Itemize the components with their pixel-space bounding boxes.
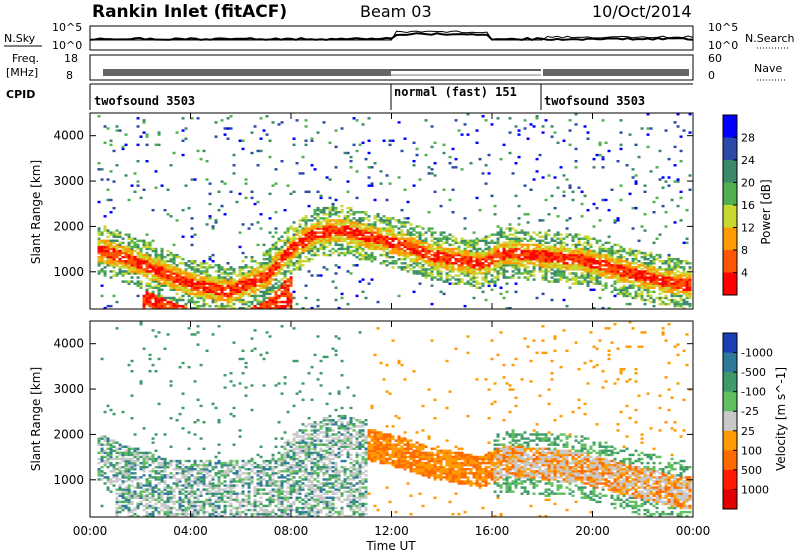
power-ylabel: Slant Range [km] bbox=[29, 160, 43, 264]
x-tick-label: 20:00 bbox=[575, 524, 610, 538]
y-tick-label: 1000 bbox=[53, 473, 84, 487]
colorbar-tick-label: -500 bbox=[741, 366, 766, 379]
freq-unit: [MHz] bbox=[6, 66, 38, 79]
colorbar-segment bbox=[723, 205, 737, 228]
nsearch-label: N.Search bbox=[745, 32, 795, 45]
nsearch-trace bbox=[90, 30, 694, 41]
x-tick-label: 08:00 bbox=[274, 524, 309, 538]
y-tick-label: 2000 bbox=[53, 427, 84, 441]
freq-panel: Freq. [MHz] 18 8 Nave 60 0 bbox=[6, 52, 785, 82]
colorbar-segment bbox=[723, 430, 737, 451]
colorbar-tick-label: 4 bbox=[741, 267, 748, 280]
colorbar-segment bbox=[723, 411, 737, 432]
cpid-panel: CPID twofsound 3503 normal (fast) 151 tw… bbox=[6, 83, 693, 110]
colorbar-segment bbox=[723, 137, 737, 161]
nsky-tick-high: 10^5 bbox=[52, 21, 82, 34]
y-tick-label: 4000 bbox=[53, 129, 84, 143]
cpid-mode-1: twofsound 3503 bbox=[94, 94, 195, 108]
power-y-ticks: 1000 2000 3000 4000 bbox=[53, 129, 693, 279]
colorbar-tick-label: 25 bbox=[741, 425, 755, 438]
colorbar-segment bbox=[723, 372, 737, 393]
colorbar-tick-label: -25 bbox=[741, 405, 759, 418]
colorbar-segment bbox=[723, 272, 737, 296]
colorbar-segment bbox=[723, 182, 737, 206]
colorbar-tick-label: -100 bbox=[741, 386, 766, 399]
nsky-tick-low: 10^0 bbox=[52, 39, 82, 52]
freq-tick-high: 18 bbox=[64, 52, 78, 65]
cpid-label: CPID bbox=[6, 88, 35, 101]
colorbar-tick-label: 100 bbox=[741, 444, 762, 457]
y-tick-label: 4000 bbox=[53, 337, 84, 351]
colorbar-tick-label: -1000 bbox=[741, 347, 773, 360]
colorbar-segment bbox=[723, 450, 737, 471]
cpid-mode-2: normal (fast) 151 bbox=[394, 85, 517, 99]
nave-tick-low: 0 bbox=[708, 69, 715, 82]
colorbar-tick-label: 20 bbox=[741, 177, 755, 190]
colorbar-segment bbox=[723, 115, 737, 138]
colorbar-tick-label: 1000 bbox=[741, 483, 769, 496]
power-cbar-label: Power [dB] bbox=[759, 179, 773, 244]
colorbar-segment bbox=[723, 489, 737, 510]
velocity-y-ticks: 1000 2000 3000 4000 bbox=[53, 337, 693, 487]
station-title: Rankin Inlet (fitACF) bbox=[92, 2, 287, 22]
x-axis-ticks: 00:00 04:00 08:00 12:00 16:00 20:00 00:00 bbox=[73, 113, 711, 538]
colorbar-tick-label: 28 bbox=[741, 132, 755, 145]
freq-tick-low: 8 bbox=[66, 69, 73, 82]
x-axis-title: Time UT bbox=[365, 539, 416, 553]
y-tick-label: 3000 bbox=[53, 382, 84, 396]
velocity-cbar-label: Velocity [m s^-1] bbox=[774, 367, 788, 471]
nsky-label: N.Sky bbox=[4, 32, 36, 45]
y-tick-label: 2000 bbox=[53, 219, 84, 233]
nave-label: Nave bbox=[754, 62, 782, 75]
colorbar-segment bbox=[723, 391, 737, 412]
colorbar-tick-label: 12 bbox=[741, 222, 755, 235]
colorbar-segment bbox=[723, 227, 737, 251]
cpid-mode-3: twofsound 3503 bbox=[544, 94, 645, 108]
colorbar-tick-label: 24 bbox=[741, 154, 755, 167]
velocity-data-cells bbox=[97, 321, 692, 518]
colorbar-tick-label: 8 bbox=[741, 244, 748, 257]
colorbar-segment bbox=[723, 333, 737, 354]
velocity-panel: 1000 2000 3000 4000 Slant Range [km] 1000 50… bbox=[29, 320, 788, 518]
x-tick-label: 04:00 bbox=[173, 524, 208, 538]
y-tick-label: 3000 bbox=[53, 174, 84, 188]
nsky-trace bbox=[89, 32, 694, 41]
power-panel: 1000 2000 3000 4000 Slant Range [km] 4 8 12 16… bbox=[29, 112, 773, 310]
velocity-colorbar: 1000 500 100 25 -25 -100 -500 -1000 bbox=[722, 332, 773, 510]
x-tick-label: 12:00 bbox=[374, 524, 409, 538]
x-tick-label: 16:00 bbox=[475, 524, 510, 538]
colorbar-segment bbox=[723, 352, 737, 373]
x-tick-label: 00:00 bbox=[73, 524, 108, 538]
colorbar-segment bbox=[723, 160, 737, 183]
beam-title: Beam 03 bbox=[360, 2, 432, 21]
y-tick-label: 1000 bbox=[53, 265, 84, 279]
power-colorbar: 4 8 12 16 20 24 28 bbox=[722, 114, 755, 296]
nsearch-tick-low: 10^0 bbox=[708, 39, 738, 52]
colorbar-tick-label: 16 bbox=[741, 199, 755, 212]
colorbar-tick-label: 500 bbox=[741, 464, 762, 477]
freq-bars bbox=[103, 69, 689, 76]
nave-tick-high: 60 bbox=[708, 52, 722, 65]
nsearch-tick-high: 10^5 bbox=[708, 21, 738, 34]
colorbar-segment bbox=[723, 469, 737, 490]
velocity-ylabel: Slant Range [km] bbox=[29, 367, 43, 471]
power-data-cells bbox=[97, 113, 692, 310]
colorbar-segment bbox=[723, 250, 737, 273]
date-title: 10/Oct/2014 bbox=[592, 2, 692, 21]
x-tick-label: 00:00 bbox=[676, 524, 711, 538]
freq-label: Freq. bbox=[12, 52, 39, 65]
nsky-panel: N.Sky 10^5 10^0 N.Search 10^5 10^0 bbox=[4, 21, 795, 52]
